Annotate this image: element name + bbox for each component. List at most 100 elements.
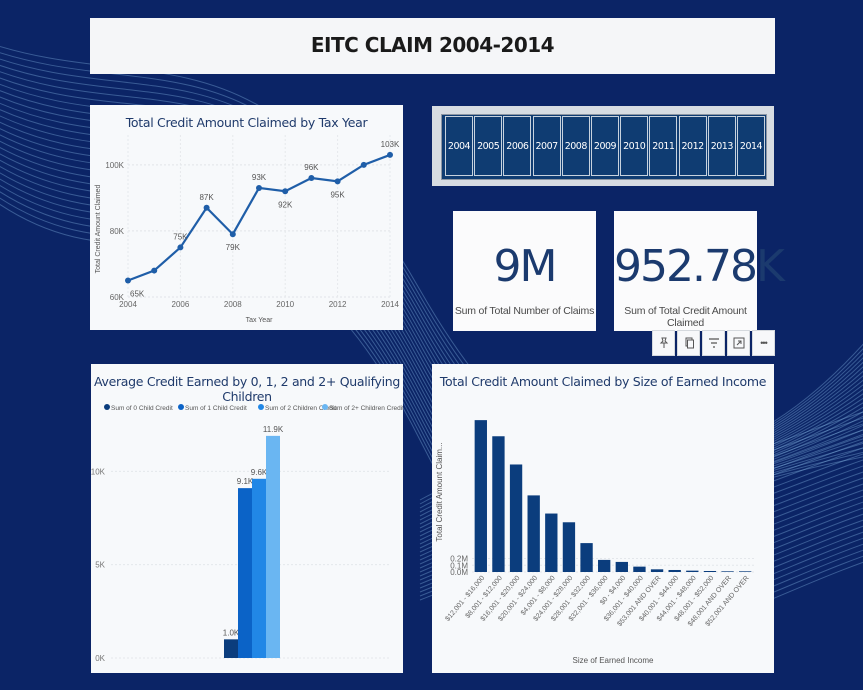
x-tick-label: 2008 <box>224 300 242 309</box>
year-slicer-item-2012[interactable]: 2012 <box>678 116 707 176</box>
bar <box>492 436 505 572</box>
copy-icon[interactable] <box>677 330 700 356</box>
line-point <box>282 188 289 195</box>
bar <box>650 569 664 572</box>
year-slicer-item-2006[interactable]: 2006 <box>503 116 532 176</box>
bar <box>686 570 699 572</box>
bar <box>562 522 576 572</box>
bar <box>633 566 646 572</box>
year-slicer-panel: 2004 2005 2006 2007 2008 2009 2010 2011 2012 2013… <box>441 114 767 180</box>
line-point <box>125 277 131 284</box>
bar <box>509 464 523 572</box>
y-tick-label: 0K <box>95 654 105 663</box>
children-bar-chart-card[interactable]: Average Credit Earned by 0, 1, 2 and 2+ … <box>91 364 403 673</box>
data-label: 79K <box>226 243 241 252</box>
line-chart-title: Total Credit Amount Claimed by Tax Year <box>125 115 368 130</box>
year-slicer-item-2009[interactable]: 2009 <box>591 116 619 176</box>
year-slicer-item-2010[interactable]: 2010 <box>620 116 649 176</box>
credit-kpi-card: 952.78K Sum of Total Credit Amount Claim… <box>614 211 785 331</box>
legend-label: Sum of 2+ Children Credit <box>329 405 403 412</box>
year-slicer: 2004 2005 2006 2007 2008 2009 2010 2011 2012 2013… <box>432 106 774 186</box>
bar <box>703 570 717 572</box>
line-chart: 60K 80K 100K 2004 2006 2008 2010 2012 2014 65K 75K… <box>95 135 400 324</box>
filter-icon[interactable] <box>702 330 725 356</box>
y-tick-label: 0.2M <box>450 555 468 564</box>
data-label: 9.6K <box>251 468 268 477</box>
x-tick-label: 2014 <box>381 300 399 309</box>
x-axis-label: Tax Year <box>246 317 274 324</box>
bar <box>615 561 628 572</box>
line-point <box>334 178 341 185</box>
y-axis-label: Total Credit Amount Claim... <box>435 442 444 541</box>
x-axis-label: Size of Earned Income <box>573 656 654 665</box>
data-label: 93K <box>252 173 267 182</box>
bar <box>580 543 593 572</box>
children-chart-title: Average Credit Earned by 0, 1, 2 and 2+ … <box>93 374 401 404</box>
legend-marker <box>178 404 184 410</box>
y-tick-label: 0.0M <box>450 568 468 577</box>
data-label: 11.9K <box>263 425 284 434</box>
data-label: 75K <box>173 232 188 241</box>
data-label: 9.1K <box>237 477 254 486</box>
income-chart-title: Total Credit Amount Claimed by Size of E… <box>439 374 767 389</box>
legend-marker <box>258 404 264 410</box>
line-point <box>360 161 367 168</box>
year-slicer-item-2013[interactable]: 2013 <box>707 116 736 176</box>
data-label: 65K <box>130 289 145 298</box>
credit-kpi-value: 952.78K <box>614 241 785 292</box>
legend-label: Sum of 1 Child Credit <box>185 405 247 412</box>
data-label: 103K <box>381 140 400 149</box>
income-bar-chart-card[interactable]: Total Credit Amount Claimed by Size of E… <box>432 364 774 673</box>
more-options-icon[interactable]: ••• <box>752 330 775 356</box>
year-slicer-item-2011[interactable]: 2011 <box>649 116 678 176</box>
y-tick-label: 100K <box>105 161 124 170</box>
pin-icon[interactable] <box>652 330 675 356</box>
claims-kpi-label: Sum of Total Number of Claims <box>454 305 595 317</box>
visual-toolbar: ••• <box>652 330 775 356</box>
bar <box>668 569 681 572</box>
year-slicer-item-2008[interactable]: 2008 <box>561 116 590 176</box>
x-tick-label: 2012 <box>329 300 347 309</box>
bar <box>545 513 558 572</box>
bar <box>266 435 280 658</box>
legend-marker <box>104 404 110 410</box>
more-options-label: ••• <box>760 338 768 348</box>
data-label: 95K <box>330 190 345 199</box>
x-tick-label: 2006 <box>172 300 190 309</box>
header-bar: EITC CLAIM 2004-2014 <box>90 18 775 74</box>
children-bar-chart: 0K 5K 10K Sum of 0 Child Credit 1.0K Sum of 1… <box>91 404 403 663</box>
line-point <box>256 184 262 191</box>
claims-kpi-card: 9M Sum of Total Number of Claims <box>453 211 596 331</box>
bar <box>238 488 252 658</box>
x-tick-label: 2004 <box>119 300 137 309</box>
data-label: 1.0K <box>223 628 240 637</box>
data-label: 96K <box>304 163 319 172</box>
y-axis-label: Total Credit Amount Claimed <box>95 185 102 274</box>
line-point <box>151 267 158 274</box>
y-tick-label: 80K <box>110 227 125 236</box>
year-slicer-item-2004[interactable]: 2004 <box>445 116 473 176</box>
y-tick-label: 10K <box>91 467 106 476</box>
bar <box>224 639 238 658</box>
line-point <box>203 204 210 211</box>
bar <box>527 495 540 572</box>
income-bar-chart: 0.0M0.1M0.2M$12,001 - $16,000$8,001 - $1… <box>435 420 754 665</box>
line-chart-card[interactable]: Total Credit Amount Claimed by Tax Year … <box>90 105 403 330</box>
line-point <box>387 151 393 158</box>
line-point <box>308 175 315 182</box>
bar <box>474 420 487 572</box>
bar <box>252 478 266 658</box>
y-tick-label: 5K <box>95 561 105 570</box>
page-title: EITC CLAIM 2004-2014 <box>310 33 555 57</box>
year-slicer-item-2014[interactable]: 2014 <box>737 116 765 176</box>
data-label: 92K <box>278 200 293 209</box>
legend-label: Sum of 0 Child Credit <box>111 405 173 412</box>
bar <box>598 559 611 572</box>
line-point <box>177 244 184 251</box>
line-point <box>229 231 236 238</box>
year-slicer-item-2005[interactable]: 2005 <box>474 116 503 176</box>
focus-mode-icon[interactable] <box>727 330 750 356</box>
bar <box>739 571 752 572</box>
year-slicer-item-2007[interactable]: 2007 <box>532 116 561 176</box>
bar <box>721 571 734 572</box>
